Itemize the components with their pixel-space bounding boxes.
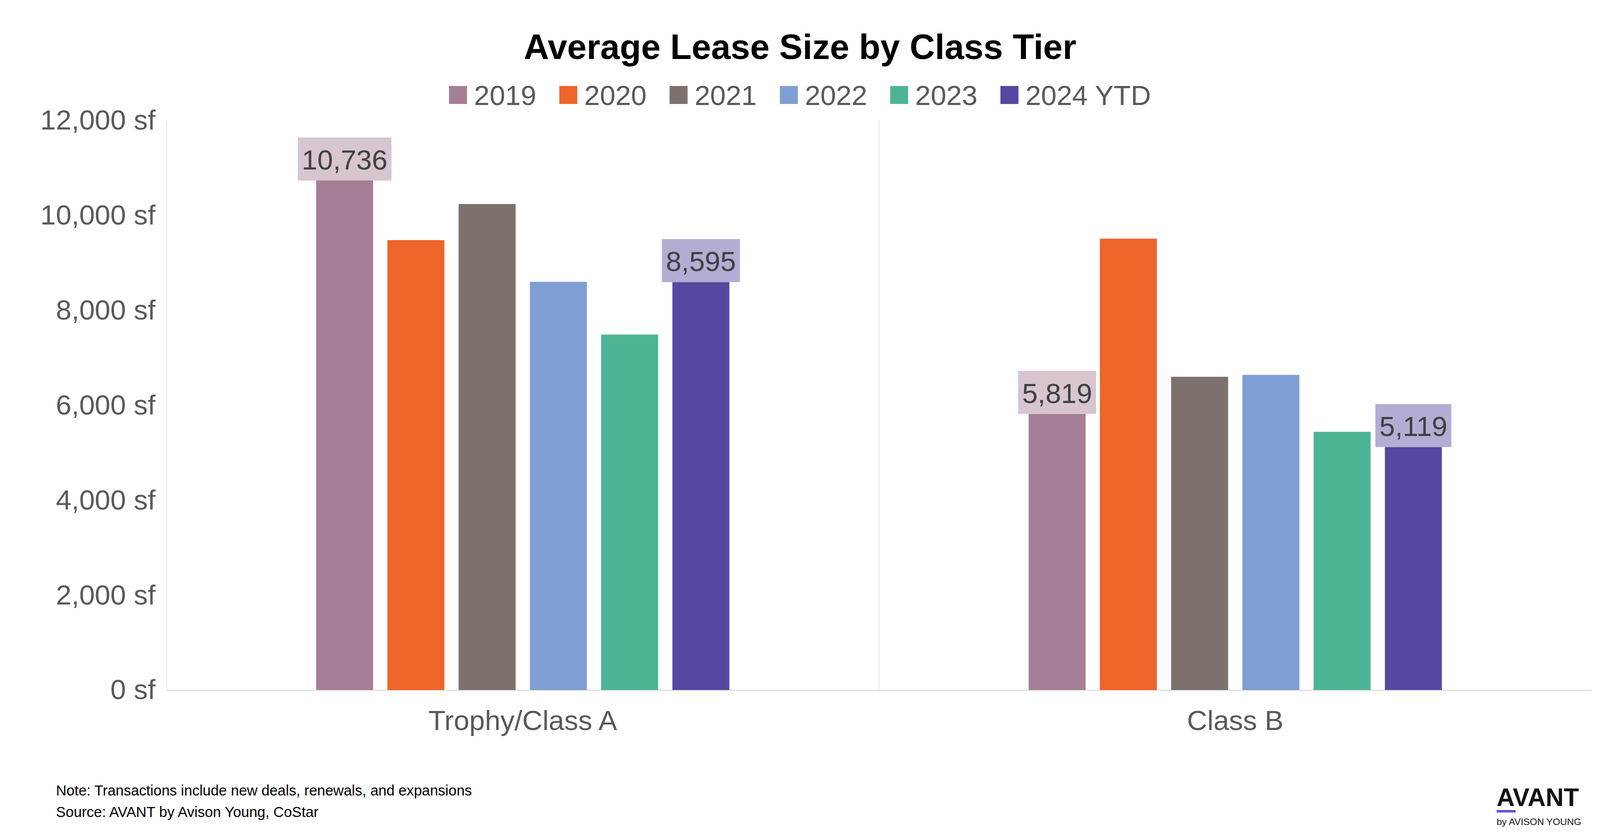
annotation: Note: Transactions include new deals, re…: [56, 782, 472, 799]
bar: [1313, 432, 1371, 690]
legend-item: 2023: [890, 79, 978, 111]
legend-label: 2023: [915, 79, 978, 111]
x-axis: Trophy/Class A Class B: [167, 690, 1592, 736]
legend-label: 2019: [474, 79, 537, 111]
y-tick-label: 2,000 sf: [56, 579, 156, 611]
y-tick: 8,000 sf: [56, 294, 167, 326]
data-label-bg: [1018, 371, 1096, 414]
y-tick-label: 12,000 sf: [40, 104, 156, 136]
bar: [1385, 447, 1442, 690]
legend-swatch: [449, 86, 467, 104]
legend-item: 2024 YTD: [1000, 79, 1151, 111]
legend-swatch: [890, 86, 908, 104]
data-label: 8,595: [662, 239, 740, 282]
data-label-bg: [662, 239, 740, 282]
legend-swatch: [780, 86, 798, 104]
bar-series: [672, 282, 1442, 690]
x-tick: Class B: [1187, 690, 1284, 736]
y-tick: 6,000 sf: [56, 389, 167, 421]
logo-underline: [1496, 810, 1516, 813]
legend-label: 2021: [694, 79, 757, 111]
y-tick: 4,000 sf: [56, 484, 167, 516]
data-label-text: 10,736: [302, 144, 388, 176]
legend-item: 2020: [559, 79, 647, 111]
y-tick: 10,000 sf: [40, 199, 167, 231]
data-label: 10,736: [298, 137, 392, 181]
logo: AVANT by AVISON YOUNG: [1496, 783, 1581, 827]
data-label: 5,119: [1375, 404, 1452, 447]
annotation: Source: AVANT by Avison Young, CoStar: [56, 804, 319, 820]
legend: 2019 2020 2021 2022 2023 2024 YTD: [449, 79, 1151, 111]
data-label-text: 5,819: [1022, 377, 1092, 409]
legend-item: 2022: [780, 79, 868, 111]
bar: [1100, 238, 1157, 690]
bar: [1171, 377, 1228, 690]
x-tick: Trophy/Class A: [428, 690, 618, 736]
y-tick-label: 8,000 sf: [56, 294, 156, 326]
data-label-bg: [298, 137, 392, 181]
legend-swatch: [1000, 86, 1019, 104]
legend-swatch: [559, 86, 578, 104]
legend-label: 2022: [805, 79, 868, 111]
x-tick-label: Trophy/Class A: [428, 704, 618, 736]
y-axis: 0 sf 2,000 sf 4,000 sf 6,000 sf 8,000 sf 10,0…: [40, 104, 167, 705]
legend-label: 2020: [584, 79, 647, 111]
title: Average Lease Size by Class Tier: [523, 27, 1076, 67]
data-labels: 10,736 5,819 8,595 5,119: [298, 137, 1452, 447]
bar: [458, 204, 516, 690]
logo-text: AVANT: [1496, 783, 1579, 812]
bar: [530, 282, 587, 690]
legend-label: 2024 YTD: [1025, 79, 1151, 111]
data-label-text: 5,119: [1379, 410, 1448, 442]
bar: [387, 240, 445, 690]
bar-series: [530, 282, 1300, 690]
y-axis-line: [166, 121, 168, 691]
y-tick: 2,000 sf: [56, 579, 167, 611]
y-tick-label: 4,000 sf: [56, 484, 156, 516]
y-tick-label: 0 sf: [110, 673, 156, 705]
data-label-bg: [1375, 404, 1452, 447]
legend-item: 2019: [449, 79, 537, 111]
y-tick-label: 10,000 sf: [40, 199, 156, 231]
logo-subtext: by AVISON YOUNG: [1496, 816, 1581, 827]
category-divider: [878, 120, 880, 690]
chart-svg: Average Lease Size by Class Tier 2019 2020…: [0, 0, 1600, 840]
legend-swatch: [669, 86, 688, 104]
bar: [316, 180, 373, 690]
y-tick: 12,000 sf: [40, 104, 167, 136]
bar-series: [316, 180, 1086, 690]
bar: [1242, 375, 1300, 690]
bars: [316, 180, 1442, 690]
data-label: 5,819: [1018, 371, 1096, 414]
y-tick-label: 6,000 sf: [56, 389, 156, 421]
bar: [1028, 414, 1086, 690]
bar: [601, 334, 658, 690]
bar: [672, 282, 730, 690]
data-label-text: 8,595: [666, 245, 736, 277]
legend-item: 2021: [669, 79, 757, 111]
x-axis-line: [167, 690, 1592, 691]
y-tick: 0 sf: [110, 673, 167, 705]
x-tick-label: Class B: [1187, 704, 1284, 736]
bar-series: [458, 204, 1228, 690]
